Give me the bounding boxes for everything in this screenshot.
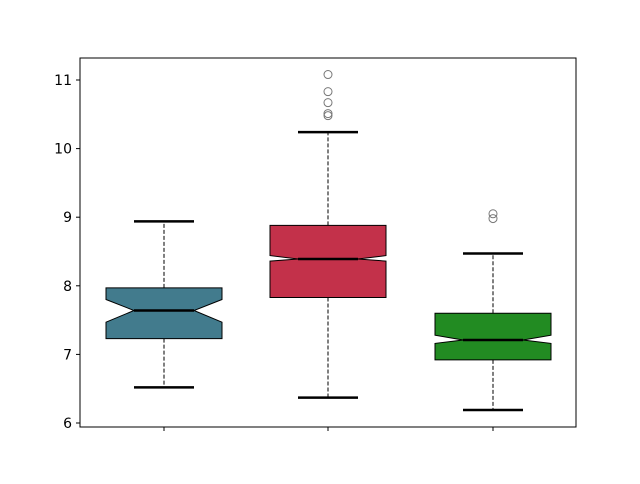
x-axis: [163, 427, 494, 431]
y-tick-label: 6: [63, 416, 72, 432]
outlier-point: [323, 87, 333, 97]
y-tick-label: 7: [63, 347, 72, 363]
notched-box: [105, 287, 223, 340]
y-axis: 6 7 8 9 10 11: [54, 73, 80, 432]
y-tick-label: 11: [54, 73, 72, 89]
boxes: [105, 70, 552, 412]
y-tick-label: 8: [63, 279, 72, 295]
notched-box: [434, 312, 552, 361]
outlier-point: [488, 214, 498, 224]
box-3: [434, 209, 552, 412]
box-2: [269, 70, 387, 399]
outlier-point: [323, 98, 333, 108]
plot-frame: [79, 57, 577, 428]
outlier-point: [488, 209, 498, 219]
y-tick-label: 9: [63, 210, 72, 226]
y-tick-label: 10: [54, 142, 72, 158]
outlier-point: [323, 70, 333, 80]
outlier-point: [323, 111, 333, 121]
notched-box: [269, 224, 387, 298]
outlier-point: [323, 109, 333, 119]
box-1: [105, 220, 223, 389]
